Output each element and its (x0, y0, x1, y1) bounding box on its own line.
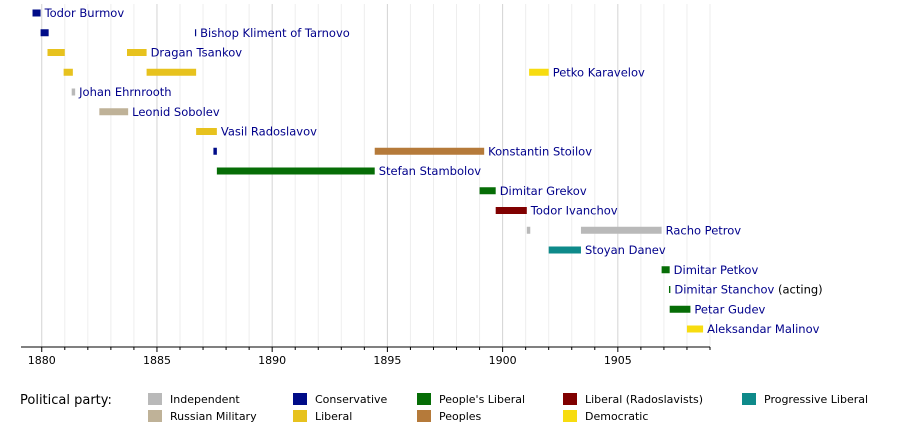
row-label-dimitar-grekov: Dimitar Grekov (500, 184, 587, 198)
term-bar-dimitar-stanchov (668, 286, 671, 293)
row-labels: Todor Burmov Bishop Kliment of Tarnovo Dra… (44, 6, 823, 336)
term-bar-johan-ehrnrooth (71, 88, 76, 96)
row-label-todor-ivanchov: Todor Ivanchov (530, 204, 618, 218)
legend-swatch (742, 393, 756, 405)
x-tick-label: 1890 (258, 354, 286, 367)
term-bar-vasil-radoslavov (196, 128, 217, 135)
row-label-leonid-sobolev: Leonid Sobolev (132, 105, 220, 119)
legend-label: People's Liberal (439, 393, 526, 406)
term-bar-petko-karavelov (529, 68, 549, 76)
legend-label: Democratic (585, 410, 649, 423)
legend-label: Independent (170, 393, 240, 406)
legend-swatch (563, 410, 577, 422)
term-bar-petar-gudev (669, 305, 691, 313)
row-label-racho-petrov: Racho Petrov (666, 223, 742, 237)
term-bar-stefan-stambolov (216, 167, 375, 175)
x-axis: 1880 1885 1890 1895 1900 1905 (21, 346, 711, 367)
legend-label: Liberal (315, 410, 353, 423)
legend-label: Peoples (439, 410, 482, 423)
term-bar-dragan-tsankov (47, 49, 65, 56)
row-label-stoyan-danev: Stoyan Danev (585, 243, 666, 257)
x-tick-label: 1900 (489, 354, 517, 367)
legend-title: Political party: (20, 393, 112, 408)
row-label-dimitar-stanchov: Dimitar Stanchov (acting) (674, 283, 822, 297)
row-label-vasil-radoslavov: Vasil Radoslavov (221, 125, 317, 139)
term-bar-racho-petrov (526, 226, 531, 234)
term-bar-racho-petrov (580, 226, 662, 234)
row-label-suffix: (acting) (774, 283, 822, 297)
legend-swatch (293, 410, 307, 422)
legend-swatch (148, 393, 162, 405)
x-tick-label: 1880 (28, 354, 56, 367)
row-label-dimitar-petkov: Dimitar Petkov (674, 263, 759, 277)
row-label-petko-karavelov: Petko Karavelov (553, 65, 645, 79)
term-bar-todor-ivanchov (495, 207, 527, 214)
row-label-stefan-stambolov: Stefan Stambolov (379, 164, 482, 178)
term-bar-stoyan-danev (548, 246, 581, 254)
legend-label: Progressive Liberal (764, 393, 869, 406)
row-label-dragan-tsankov: Dragan Tsankov (151, 46, 243, 60)
legend-swatch (417, 410, 431, 422)
legend-label: Russian Military (170, 410, 257, 423)
x-tick-label: 1905 (604, 354, 632, 367)
legend-swatch (148, 410, 162, 422)
term-bar-konstantin-stoilov (374, 147, 485, 155)
x-tick-label: 1885 (143, 354, 171, 367)
term-bar-petko-karavelov (146, 68, 197, 76)
row-label-petar-gudev: Petar Gudev (694, 302, 765, 316)
legend-label: Liberal (Radoslavists) (585, 393, 704, 406)
row-label-todor-burmov: Todor Burmov (44, 6, 125, 20)
term-bar-leonid-sobolev (99, 108, 129, 116)
x-tick-label: 1895 (373, 354, 401, 367)
grid-lines (41, 4, 711, 347)
timeline-chart: Todor Burmov Bishop Kliment of Tarnovo Dra… (21, 4, 823, 367)
term-bar-dimitar-petkov (661, 266, 670, 274)
term-bar-konstantin-stoilov (213, 147, 217, 155)
term-bar-petko-karavelov (63, 68, 73, 76)
legend-swatch (293, 393, 307, 405)
term-bars (32, 9, 704, 333)
row-label-konstantin-stoilov: Konstantin Stoilov (488, 144, 592, 158)
legend-swatch (417, 393, 431, 405)
term-bar-bishop-kliment-of-tarnovo (194, 29, 197, 37)
legend-swatch (563, 393, 577, 405)
term-bar-aleksandar-malinov (686, 325, 704, 333)
term-bar-dimitar-grekov (479, 187, 496, 195)
row-label-bishop-kliment-of-tarnovo: Bishop Kliment of Tarnovo (200, 26, 350, 40)
row-label-johan-ehrnrooth: Johan Ehrnrooth (78, 85, 171, 99)
term-bar-dragan-tsankov (127, 49, 147, 56)
term-bar-bishop-kliment-of-tarnovo (40, 29, 49, 37)
legend: Political party: Independent Russian Mili… (0, 388, 900, 426)
row-label-aleksandar-malinov: Aleksandar Malinov (707, 322, 820, 336)
term-bar-todor-burmov (32, 9, 41, 17)
legend-label: Conservative (315, 393, 388, 406)
